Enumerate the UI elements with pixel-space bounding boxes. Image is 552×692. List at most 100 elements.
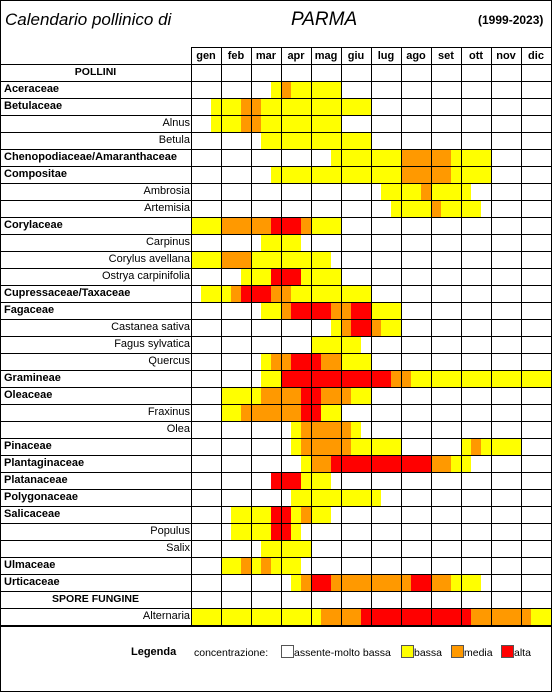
heatmap-cell — [201, 217, 211, 234]
heatmap-cell — [251, 557, 261, 574]
heatmap-cell — [261, 302, 271, 319]
heatmap-cell — [201, 608, 211, 625]
heatmap-cell — [271, 557, 281, 574]
heatmap-cell — [191, 217, 201, 234]
heatmap-cell — [381, 302, 391, 319]
heatmap-cell — [341, 489, 351, 506]
heatmap-cell — [241, 506, 251, 523]
heatmap-cell — [301, 489, 311, 506]
heatmap-cell — [431, 608, 441, 625]
heatmap-cell — [441, 183, 451, 200]
heatmap-cell — [271, 608, 281, 625]
heatmap-cell — [291, 472, 301, 489]
heatmap-cell — [271, 115, 281, 132]
heatmap-cell — [481, 438, 491, 455]
family-label: Oleaceae — [4, 389, 53, 401]
heatmap-cell — [361, 302, 371, 319]
month-label: lug — [377, 50, 395, 62]
heatmap-cell — [331, 166, 341, 183]
heatmap-cell — [251, 251, 261, 268]
heatmap-cell — [451, 166, 461, 183]
heatmap-cell — [271, 98, 281, 115]
heatmap-cell — [411, 149, 421, 166]
heatmap-cell — [241, 285, 251, 302]
heatmap-cell — [361, 132, 371, 149]
heatmap-cell — [431, 149, 441, 166]
heatmap-cell — [331, 387, 341, 404]
heatmap-cell — [521, 370, 531, 387]
heatmap-cell — [351, 336, 361, 353]
heatmap-cell — [411, 370, 421, 387]
heatmap-cell — [361, 149, 371, 166]
heatmap-cell — [371, 149, 381, 166]
heatmap-cell — [261, 251, 271, 268]
heatmap-cell — [311, 472, 321, 489]
heatmap-cell — [371, 455, 381, 472]
heatmap-cell — [421, 370, 431, 387]
heatmap-cell — [241, 268, 251, 285]
heatmap-cell — [341, 285, 351, 302]
heatmap-cell — [411, 166, 421, 183]
heatmap-cell — [311, 217, 321, 234]
species-label: Castanea sativa — [111, 321, 190, 333]
heatmap-cell — [401, 200, 411, 217]
heatmap-cell — [271, 285, 281, 302]
heatmap-cell — [461, 166, 471, 183]
heatmap-cell — [351, 370, 361, 387]
heatmap-cell — [251, 115, 261, 132]
heatmap-cell — [351, 319, 361, 336]
heatmap-cell — [251, 404, 261, 421]
heatmap-cell — [471, 166, 481, 183]
heatmap-cell — [311, 251, 321, 268]
species-label: Fraxinus — [147, 406, 190, 418]
heatmap-cell — [361, 370, 371, 387]
family-label: Gramineae — [4, 372, 61, 384]
heatmap-cell — [311, 387, 321, 404]
heatmap-cell — [411, 574, 421, 591]
heatmap-cell — [301, 540, 311, 557]
heatmap-cell — [501, 438, 511, 455]
heatmap-cell — [341, 98, 351, 115]
heatmap-cell — [351, 608, 361, 625]
heatmap-cell — [521, 608, 531, 625]
heatmap-cell — [241, 217, 251, 234]
heatmap-cell — [321, 336, 331, 353]
heatmap-cell — [211, 115, 221, 132]
heatmap-cell — [291, 489, 301, 506]
heatmap-cell — [301, 251, 311, 268]
heatmap-cell — [361, 285, 371, 302]
heatmap-cell — [381, 455, 391, 472]
section-label: SPORE FUNGINE — [52, 593, 139, 605]
heatmap-cell — [361, 387, 371, 404]
month-label: mag — [314, 50, 338, 62]
heatmap-cell — [291, 438, 301, 455]
family-label: Salicaceae — [4, 508, 61, 520]
heatmap-cell — [251, 285, 261, 302]
heatmap-cell — [271, 234, 281, 251]
heatmap-cell — [511, 370, 521, 387]
heatmap-cell — [321, 115, 331, 132]
family-label: Polygonaceae — [4, 491, 78, 503]
species-label: Quercus — [148, 355, 190, 367]
heatmap-cell — [331, 489, 341, 506]
heatmap-cell — [321, 472, 331, 489]
heatmap-cell — [491, 608, 501, 625]
heatmap-cell — [311, 166, 321, 183]
heatmap-cell — [221, 387, 231, 404]
family-label: Urticaceae — [4, 576, 60, 588]
legend-swatch — [401, 645, 414, 658]
heatmap-cell — [281, 234, 291, 251]
heatmap-cell — [401, 608, 411, 625]
heatmap-cell — [471, 574, 481, 591]
heatmap-cell — [301, 506, 311, 523]
heatmap-cell — [351, 438, 361, 455]
heatmap-cell — [281, 251, 291, 268]
heatmap-cell — [381, 149, 391, 166]
heatmap-cell — [281, 302, 291, 319]
heatmap-cell — [451, 370, 461, 387]
species-label: Corylus avellana — [108, 253, 190, 265]
heatmap-cell — [451, 183, 461, 200]
heatmap-cell — [471, 370, 481, 387]
heatmap-cell — [331, 336, 341, 353]
heatmap-cell — [221, 251, 231, 268]
